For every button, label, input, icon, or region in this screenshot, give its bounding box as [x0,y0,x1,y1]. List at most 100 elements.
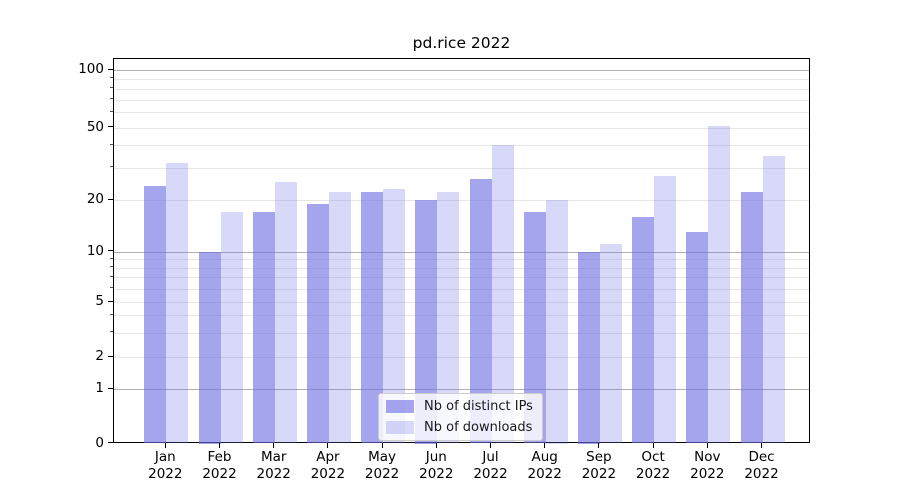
bar-downloads [654,176,677,444]
y-gridline [114,251,809,253]
x-tick-label: May 2022 [342,449,422,482]
x-tick-year: 2022 [635,465,671,482]
y-tick-label: 50 [86,118,104,135]
y-gridline-minor [114,167,809,169]
y-gridline-minor [114,145,809,147]
y-gridline-minor [114,259,809,261]
legend: Nb of distinct IPs Nb of downloads [378,393,543,441]
bar-downloads [491,145,514,444]
y-gridline [114,389,809,390]
legend-label-downloads: Nb of downloads [424,419,533,435]
y-minor-tick-mark [110,266,113,268]
y-tick-label: 10 [86,242,104,259]
y-minor-tick-mark [110,98,113,100]
y-tick-mark [108,355,113,357]
bar-downloads [599,244,622,444]
y-gridline-minor [114,288,809,290]
x-tick-mark [761,443,762,448]
x-tick-mark [598,443,600,448]
y-tick-label: 1 [95,380,104,396]
x-tick-month: Jul [482,449,499,465]
legend-item-distinct-ips: Nb of distinct IPs [379,399,542,414]
x-tick-year: 2022 [148,465,183,482]
x-tick-month: Dec [748,449,775,465]
x-tick-month: Aug [531,449,558,465]
x-tick-mark [706,443,708,448]
y-gridline [114,70,809,71]
x-tick-mark [381,443,383,448]
x-tick-year: 2022 [419,465,454,482]
x-tick-month: Sep [586,449,612,465]
x-tick-year: 2022 [581,465,617,482]
x-tick-label: Jan 2022 [125,449,205,482]
bar-distinct-ips [415,200,438,444]
x-tick-month: Jun [425,449,447,465]
x-tick-year: 2022 [690,465,725,482]
x-tick-mark [164,443,166,448]
legend-label-distinct-ips: Nb of distinct IPs [424,399,533,415]
bar-distinct-ips [469,179,492,444]
y-gridline-minor [114,267,809,269]
bar-downloads [220,212,243,444]
y-gridline-minor [114,315,809,317]
x-tick-year: 2022 [364,465,400,482]
y-minor-tick-mark [110,287,113,289]
x-tick-month: Nov [694,449,721,465]
x-tick-label: Sep 2022 [559,449,639,482]
x-tick-month: Oct [641,449,665,465]
y-gridline-minor [114,332,809,334]
x-tick-month: Jan [154,449,176,465]
bar-downloads [328,192,351,444]
x-tick-label: Apr 2022 [288,449,368,482]
x-tick-year: 2022 [310,465,346,482]
y-gridline [114,302,809,303]
x-tick-year: 2022 [527,465,562,482]
y-minor-tick-mark [110,143,113,145]
bar-distinct-ips [306,203,329,444]
x-tick-month: Apr [316,449,340,465]
bar-distinct-ips [632,216,655,444]
x-tick-year: 2022 [202,465,237,482]
y-tick-label: 100 [78,61,104,77]
x-tick-month: Mar [260,449,287,465]
chart-title: pd.rice 2022 [412,34,511,52]
y-tick-mark [108,68,113,70]
x-tick-label: Dec 2022 [722,449,802,482]
y-tick-label: 2 [95,348,104,364]
y-minor-tick-mark [110,166,113,168]
y-minor-tick-mark [110,87,113,88]
y-tick-mark [108,126,113,127]
y-gridline [114,127,809,129]
x-tick-label: Oct 2022 [613,449,693,482]
y-gridline-minor [114,112,809,114]
y-minor-tick-mark [110,275,113,277]
y-tick-label: 5 [95,293,104,309]
bar-distinct-ips [523,212,546,444]
y-gridline-minor [114,277,809,279]
bar-distinct-ips [198,251,221,444]
y-minor-tick-mark [110,110,113,112]
legend-swatch-distinct-ips [386,400,414,414]
x-tick-mark [327,443,329,448]
legend-item-downloads: Nb of downloads [379,420,542,435]
y-tick-mark [108,442,113,443]
y-tick-mark [108,387,113,389]
x-tick-mark [544,443,546,448]
x-tick-label: Jul 2022 [451,449,531,482]
bar-downloads [383,188,406,444]
y-gridline [114,357,809,358]
x-tick-label: Aug 2022 [505,449,585,482]
bar-downloads [708,125,731,444]
y-minor-tick-mark [110,77,113,79]
x-tick-mark [435,443,437,448]
x-tick-mark [652,443,654,448]
x-tick-mark [490,443,491,448]
plot-area [113,58,810,444]
bar-downloads [166,162,189,444]
x-tick-year: 2022 [744,465,779,482]
y-gridline-minor [114,99,809,101]
x-tick-month: Feb [207,449,232,465]
x-tick-year: 2022 [473,465,508,482]
x-tick-mark [219,443,220,448]
